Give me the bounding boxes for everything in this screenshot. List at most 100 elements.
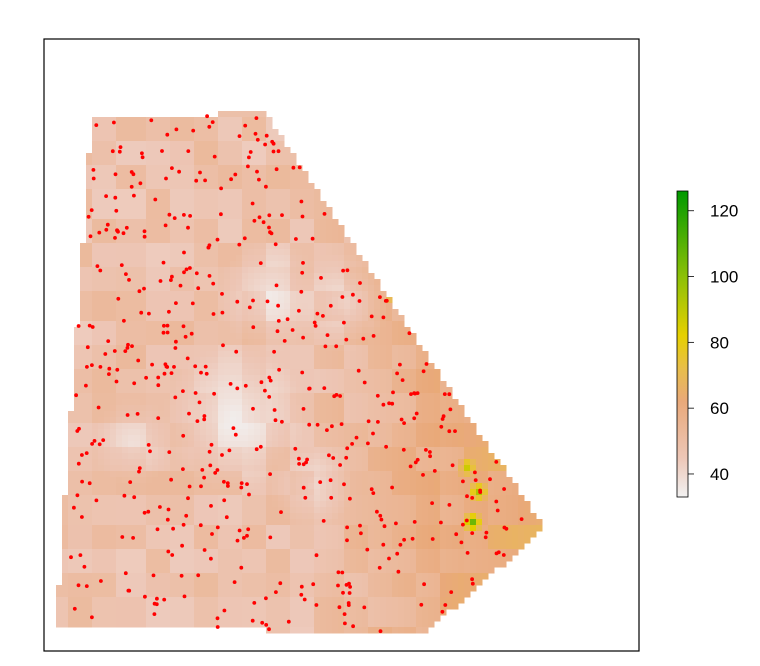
raster-cell [86,435,93,442]
raster-cell [320,441,327,448]
raster-cell [242,177,249,184]
raster-cell [380,501,387,508]
raster-cell [344,615,351,622]
raster-cell [110,141,117,148]
raster-cell [392,603,399,610]
raster-cell [212,543,219,550]
raster-cell [482,555,489,562]
raster-cell [464,573,471,580]
raster-cell [278,345,285,352]
raster-cell [302,255,309,262]
raster-cell [422,591,429,598]
raster-cell [374,351,381,358]
raster-cell [332,351,339,358]
raster-cell [392,579,399,586]
raster-cell [86,609,93,616]
raster-cell [224,183,231,190]
raster-cell [98,213,105,220]
raster-cell [74,351,81,358]
raster-cell [338,333,345,340]
raster-cell [536,519,543,526]
raster-cell [92,603,99,610]
raster-cell [176,483,183,490]
raster-cell [302,195,309,202]
raster-cell [194,243,201,250]
raster-cell [482,549,489,556]
raster-cell [386,423,393,430]
raster-cell [374,339,381,346]
raster-cell [242,555,249,562]
raster-cell [386,333,393,340]
sample-point [90,363,94,367]
raster-cell [212,591,219,598]
raster-cell [200,207,207,214]
raster-cell [398,537,405,544]
raster-cell [128,537,135,544]
raster-cell [80,525,87,532]
raster-cell [200,531,207,538]
raster-cell [134,375,141,382]
raster-cell [116,417,123,424]
raster-cell [62,615,69,622]
raster-cell [266,567,273,574]
raster-cell [116,207,123,214]
raster-cell [416,351,423,358]
raster-cell [398,339,405,346]
raster-cell [362,369,369,376]
raster-cell [200,189,207,196]
raster-cell [74,435,81,442]
raster-cell [122,267,129,274]
raster-cell [176,303,183,310]
raster-cell [344,549,351,556]
raster-cell [332,567,339,574]
raster-cell [242,153,249,160]
raster-cell [104,567,111,574]
raster-cell [164,471,171,478]
raster-cell [278,411,285,418]
raster-cell [278,285,285,292]
raster-cell [314,243,321,250]
raster-cell [80,567,87,574]
raster-cell [98,489,105,496]
raster-cell [380,411,387,418]
raster-cell [128,399,135,406]
raster-cell [452,561,459,568]
raster-cell [146,363,153,370]
raster-cell [428,375,435,382]
raster-cell [302,483,309,490]
raster-cell [188,471,195,478]
raster-cell [56,597,63,604]
raster-cell [110,537,117,544]
raster-cell [110,507,117,514]
raster-cell [68,567,75,574]
raster-cell [206,327,213,334]
raster-cell [86,525,93,532]
raster-cell [350,603,357,610]
raster-cell [290,207,297,214]
raster-cell [392,423,399,430]
raster-cell [200,315,207,322]
raster-cell [218,219,225,226]
raster-cell [338,483,345,490]
raster-cell [260,573,267,580]
raster-cell [248,261,255,268]
raster-cell [296,531,303,538]
raster-cell [122,483,129,490]
raster-cell [380,615,387,622]
raster-cell [128,321,135,328]
raster-cell [290,627,297,634]
raster-cell [308,231,315,238]
raster-cell [212,381,219,388]
raster-cell [332,327,339,334]
raster-cell [122,285,129,292]
raster-cell [374,453,381,460]
raster-cell [146,555,153,562]
raster-cell [272,381,279,388]
raster-cell [446,597,453,604]
raster-cell [98,219,105,226]
raster-cell [428,363,435,370]
raster-cell [404,375,411,382]
raster-cell [200,549,207,556]
raster-cell [230,447,237,454]
raster-cell [386,381,393,388]
